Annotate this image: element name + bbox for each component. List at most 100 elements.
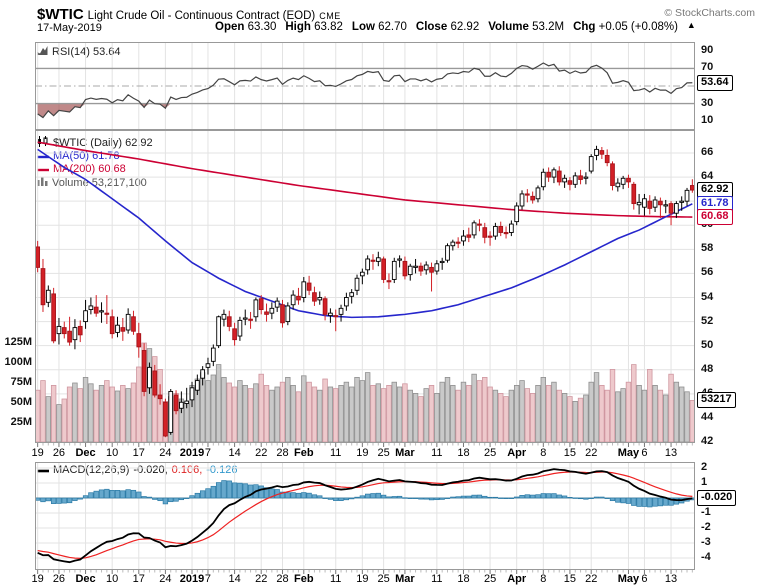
date-axis-label-top: 18 <box>457 447 470 459</box>
ma50-line <box>37 148 693 319</box>
macd-legend: MACD(12,26,9) -0.020, 0.106, -0.126 <box>37 464 237 476</box>
macd-axis-label: -2 <box>701 521 711 533</box>
macd-line <box>37 468 693 564</box>
date-axis-label-top: May <box>617 447 640 459</box>
date-axis-label-bottom: 11 <box>431 573 443 585</box>
price-axis-label: 54 <box>701 290 714 303</box>
volume-value-pill: 53217 <box>697 392 736 409</box>
date-axis-label-top: 25 <box>483 447 497 459</box>
copyright: © StockCharts.com <box>664 7 755 19</box>
date-axis-label-bottom: Feb <box>294 573 314 585</box>
close-value-pill: 62.92 <box>697 182 733 199</box>
date-axis-label-top: Mar <box>395 447 415 459</box>
date-axis-label-top: 11 <box>431 447 443 459</box>
rsi-axis-label: 70 <box>701 61 714 74</box>
macd-axis-label: 2 <box>701 461 708 473</box>
date-axis-label-top: 28 <box>276 447 289 459</box>
macd-plot <box>35 462 695 570</box>
macd-legend-value: 0.106, <box>171 464 203 476</box>
date-axis-label-bottom: 8 <box>540 573 547 585</box>
date-axis-label-bottom: 7 <box>204 573 212 585</box>
date-axis-label-bottom: 24 <box>159 573 172 585</box>
date-axis-label-top: 22 <box>585 447 598 459</box>
macd-legend-name: MACD(12,26,9) <box>53 464 130 476</box>
rsi-axis-label: 10 <box>701 114 714 127</box>
date-axis-label-bottom: 17 <box>132 573 145 585</box>
date-axis-label-top: Dec <box>75 447 96 459</box>
date-axis-label-top: 19 <box>356 447 369 459</box>
quote-high: High 63.82 <box>285 21 343 33</box>
quote-close: Close 62.92 <box>415 21 480 33</box>
price-axis-label: 58 <box>701 242 714 255</box>
date-axis-label-top: Apr <box>507 447 527 459</box>
date-axis-label-bottom: 19 <box>31 573 44 585</box>
date-axis-label-bottom: Dec <box>75 573 96 585</box>
date-axis-label-bottom: 6 <box>641 573 648 585</box>
date-axis-label-top: 25 <box>377 447 390 459</box>
date-axis-label-top: 8 <box>540 447 547 459</box>
volume-axis-label: 50M <box>10 396 32 408</box>
macd-axis-label: -4 <box>701 551 711 563</box>
volume-bars-icon <box>37 176 48 189</box>
date-axis-label-bottom: 11 <box>330 573 342 585</box>
ma200-line <box>37 141 693 218</box>
macd-legend-values: -0.020, 0.106, -0.126 <box>133 464 237 476</box>
date-axis-label-bottom: 15 <box>563 573 577 585</box>
date-axis-label-top: 10 <box>106 447 119 459</box>
price-axis-label: 52 <box>701 314 714 327</box>
rsi-icon <box>37 45 48 59</box>
main-legend-label: $WTIC (Daily) 62.92 <box>53 137 153 149</box>
price-axis-label: 66 <box>701 146 714 158</box>
quote-volume: Volume 53.2M <box>488 21 565 33</box>
macd-axis-label: -1 <box>701 506 711 518</box>
date-axis-label-bottom: 13 <box>664 573 678 585</box>
volume-legend: Volume 53,217,100 <box>37 176 147 189</box>
quote-low: Low 62.70 <box>351 21 407 33</box>
quote-open: Open 63.30 <box>215 21 277 33</box>
date-axis-label-bottom: Apr <box>507 573 527 585</box>
macd-value-pill: -0.020 <box>697 490 737 507</box>
candlesticks <box>35 145 695 438</box>
chart-date: 17-May-2019 <box>37 22 102 34</box>
date-axis-label-top: 26 <box>52 447 66 459</box>
price-axis-label: 44 <box>701 410 714 423</box>
exchange-label: CME <box>319 11 341 21</box>
date-axis-label-bottom: 26 <box>52 573 66 585</box>
quote-chg: Chg +0.05 (+0.08%) <box>573 21 678 33</box>
rsi-oversold-shading <box>37 103 693 118</box>
ma200-value-pill: 60.68 <box>697 209 733 226</box>
volume-axis-label: 75M <box>10 376 32 388</box>
date-axis-label-bottom: 28 <box>276 573 289 585</box>
date-axis-label-bottom: 25 <box>483 573 497 585</box>
volume-axis-label: 100M <box>4 356 32 368</box>
ma50-line-icon <box>37 150 49 162</box>
macd-histogram <box>35 480 695 508</box>
macd-legend-value: -0.020, <box>133 464 168 476</box>
macd-axis-label: -3 <box>701 536 711 548</box>
date-axis-label-top: 7 <box>204 447 212 459</box>
date-axis-label-top: 11 <box>330 447 342 459</box>
date-axis-label-bottom: 22 <box>255 573 268 585</box>
ma200-line-icon <box>37 163 49 175</box>
rsi-legend-label: RSI(14) 53.64 <box>52 46 121 58</box>
price-axis-label: 50 <box>701 338 714 351</box>
date-axis-label-bottom: 2019 <box>179 573 205 585</box>
price-axis-label: 64 <box>701 170 714 183</box>
chg-up-arrow-icon: ▲ <box>686 20 696 30</box>
date-axis-ticks-bottom <box>37 570 693 574</box>
date-axis-label-top: 6 <box>641 447 648 459</box>
rsi-plot <box>35 42 695 130</box>
date-axis-label-bottom: Mar <box>395 573 415 585</box>
date-axis-label-bottom: 10 <box>106 573 119 585</box>
price-axis-label: 42 <box>701 435 714 447</box>
price-axis-label: 48 <box>701 362 714 375</box>
date-axis-label-top: 22 <box>255 447 268 459</box>
ma50-value-pill: 61.78 <box>697 195 733 212</box>
price-plot <box>35 130 695 443</box>
date-axis-label-top: 17 <box>132 447 145 459</box>
macd-legend-value: -0.126 <box>206 464 238 476</box>
chart-title: Light Crude Oil - Continuous Contract (E… <box>87 10 316 22</box>
rsi-axis-label: 30 <box>701 96 714 109</box>
date-axis-label-top: 13 <box>664 447 678 459</box>
